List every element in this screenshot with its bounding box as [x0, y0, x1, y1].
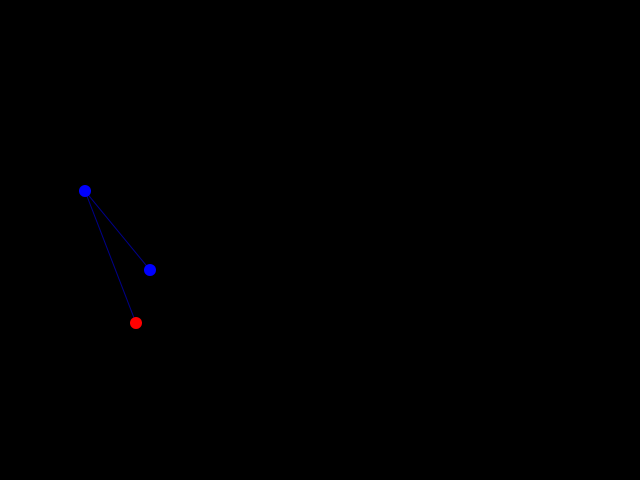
graph-edge-n1-n2[interactable] [84, 190, 151, 271]
graph-node-n2[interactable] [144, 264, 156, 276]
graph-node-n3[interactable] [130, 317, 142, 329]
edge-layer [84, 190, 151, 324]
graph-edge-n1-n3[interactable] [84, 190, 137, 324]
node-layer [79, 185, 156, 329]
graph-node-n1[interactable] [79, 185, 91, 197]
